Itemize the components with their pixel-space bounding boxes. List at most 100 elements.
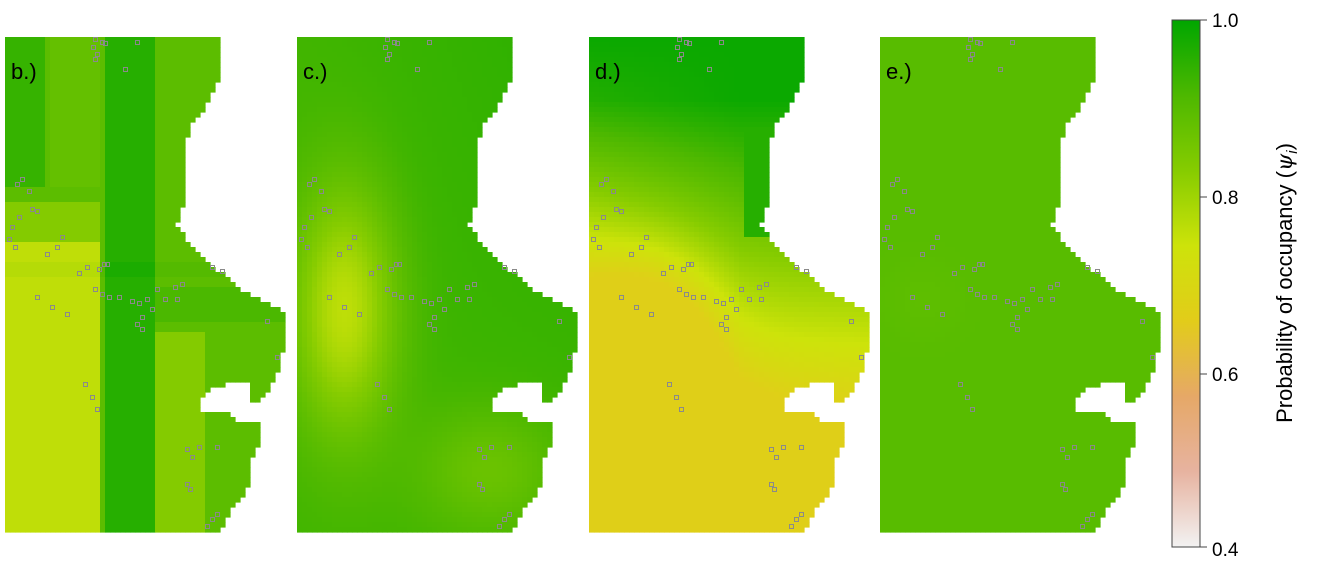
- survey-site-marker: [50, 305, 55, 310]
- survey-site-marker: [327, 209, 332, 214]
- survey-site-marker: [684, 40, 689, 45]
- survey-site-marker: [619, 295, 624, 300]
- survey-site-marker: [337, 252, 342, 257]
- survey-site-marker: [960, 265, 965, 270]
- survey-site-marker: [975, 292, 980, 297]
- survey-site-marker: [507, 512, 512, 517]
- survey-site-marker: [210, 265, 215, 270]
- survey-site-marker: [649, 312, 654, 317]
- survey-site-marker: [1090, 512, 1095, 517]
- survey-site-marker: [392, 292, 397, 297]
- survey-site-marker: [1030, 287, 1035, 292]
- survey-site-marker: [1085, 265, 1090, 270]
- survey-site-marker: [13, 245, 18, 250]
- survey-site-marker: [677, 37, 682, 42]
- survey-site-marker: [265, 319, 270, 324]
- survey-site-marker: [150, 307, 155, 312]
- survey-site-marker: [1020, 297, 1025, 302]
- survey-site-marker: [769, 482, 774, 487]
- survey-site-marker: [173, 285, 178, 290]
- survey-site-marker: [895, 177, 900, 182]
- survey-site-marker: [369, 271, 374, 276]
- survey-site-marker: [442, 307, 447, 312]
- colorbar-title: Probability of occupancy (ψi): [1272, 143, 1301, 423]
- survey-site-marker: [477, 447, 482, 452]
- survey-site-marker: [677, 57, 682, 62]
- survey-site-marker: [601, 215, 606, 220]
- survey-site-marker: [968, 287, 973, 292]
- survey-site-marker: [992, 295, 997, 300]
- survey-site-marker: [188, 487, 193, 492]
- survey-site-marker: [185, 482, 190, 487]
- survey-site-marker: [383, 45, 388, 50]
- survey-site-marker: [45, 252, 50, 257]
- survey-site-marker: [190, 455, 195, 460]
- survey-site-marker: [567, 355, 572, 360]
- panel-label: c.): [303, 59, 327, 84]
- survey-site-marker: [437, 297, 442, 302]
- survey-site-marker: [312, 177, 317, 182]
- survey-site-marker: [140, 315, 145, 320]
- survey-site-marker: [759, 297, 764, 302]
- survey-site-marker: [415, 67, 420, 72]
- survey-site-marker: [599, 182, 604, 187]
- survey-site-marker: [480, 487, 485, 492]
- survey-site-marker: [1048, 285, 1053, 290]
- survey-site-marker: [681, 267, 686, 272]
- survey-site-marker: [1015, 315, 1020, 320]
- survey-site-marker: [1063, 487, 1068, 492]
- survey-site-marker: [930, 245, 935, 250]
- survey-site-marker: [998, 67, 1003, 72]
- survey-site-marker: [882, 237, 887, 242]
- survey-site-marker: [322, 207, 327, 212]
- survey-site-marker: [689, 262, 694, 267]
- survey-site-marker: [970, 52, 975, 57]
- survey-site-marker: [772, 487, 777, 492]
- survey-site-marker: [958, 382, 963, 387]
- survey-site-marker: [1150, 355, 1155, 360]
- survey-site-marker: [910, 295, 915, 300]
- survey-site-marker: [1012, 301, 1017, 306]
- survey-site-marker: [729, 297, 734, 302]
- survey-site-marker: [35, 209, 40, 214]
- survey-site-marker: [1080, 524, 1085, 529]
- survey-site-marker: [940, 312, 945, 317]
- survey-site-marker: [97, 267, 102, 272]
- survey-site-marker: [679, 52, 684, 57]
- survey-site-marker: [85, 265, 90, 270]
- survey-site-marker: [163, 297, 168, 302]
- survey-site-marker: [455, 297, 460, 302]
- survey-site-marker: [849, 319, 854, 324]
- survey-site-marker: [707, 67, 712, 72]
- survey-site-marker: [975, 40, 980, 45]
- survey-site-marker: [309, 215, 314, 220]
- survey-site-marker: [117, 295, 122, 300]
- survey-site-marker: [1065, 455, 1070, 460]
- survey-site-marker: [701, 295, 706, 300]
- survey-site-marker: [210, 517, 215, 522]
- survey-site-marker: [130, 299, 135, 304]
- survey-site-marker: [1095, 269, 1100, 274]
- survey-site-marker: [634, 305, 639, 310]
- survey-site-marker: [95, 407, 100, 412]
- survey-site-marker: [394, 262, 399, 267]
- survey-sites: [591, 37, 864, 529]
- survey-site-marker: [972, 267, 977, 272]
- survey-site-marker: [507, 445, 512, 450]
- survey-site-marker: [60, 235, 65, 240]
- survey-site-marker: [734, 307, 739, 312]
- survey-sites: [882, 37, 1155, 529]
- occupancy-surface: [880, 37, 1161, 533]
- survey-site-marker: [305, 245, 310, 250]
- survey-site-marker: [905, 207, 910, 212]
- survey-site-marker: [15, 182, 20, 187]
- survey-site-marker: [1072, 445, 1077, 450]
- survey-site-marker: [102, 262, 107, 267]
- survey-site-marker: [387, 52, 392, 57]
- panel-label: d.): [595, 59, 621, 84]
- survey-site-marker: [307, 182, 312, 187]
- survey-site-marker: [686, 262, 691, 267]
- survey-site-marker: [724, 327, 729, 332]
- survey-site-marker: [611, 189, 616, 194]
- survey-site-marker: [215, 512, 220, 517]
